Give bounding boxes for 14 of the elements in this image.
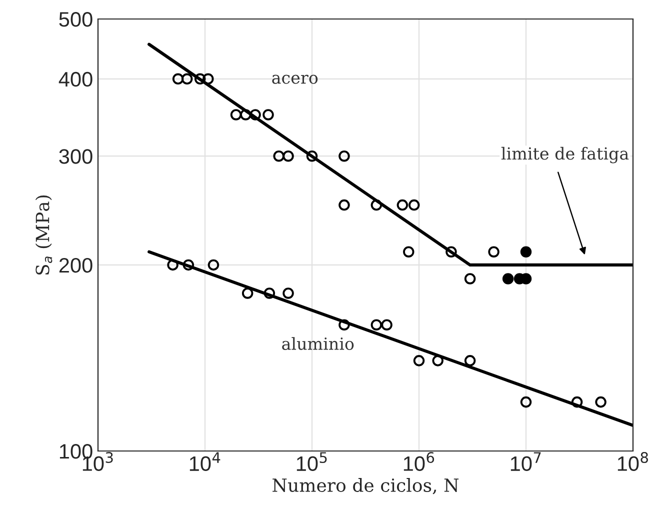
annotation: limite de fatiga: [501, 146, 629, 164]
y-tick-label: 500: [59, 12, 92, 27]
x-axis-title: Numero de ciclos, N: [272, 478, 459, 494]
annotation: aluminio: [282, 337, 354, 350]
y-tick-label: 300: [59, 149, 92, 164]
y-tick-label: 400: [58, 72, 92, 87]
x-tick-label: 10$^{7}$: [510, 452, 541, 472]
x-tick-label: 10$^{6}$: [404, 452, 434, 472]
y-axis-title: S$_{a}$ (MPa): [35, 195, 52, 275]
x-tick-label: 10$^{5}$: [296, 452, 327, 472]
annotation: acero: [272, 74, 318, 84]
x-tick-label: 10$^{8}$: [618, 452, 648, 472]
y-tick-label: 200: [59, 258, 92, 273]
x-tick-label: 10$^{4}$: [190, 452, 220, 472]
